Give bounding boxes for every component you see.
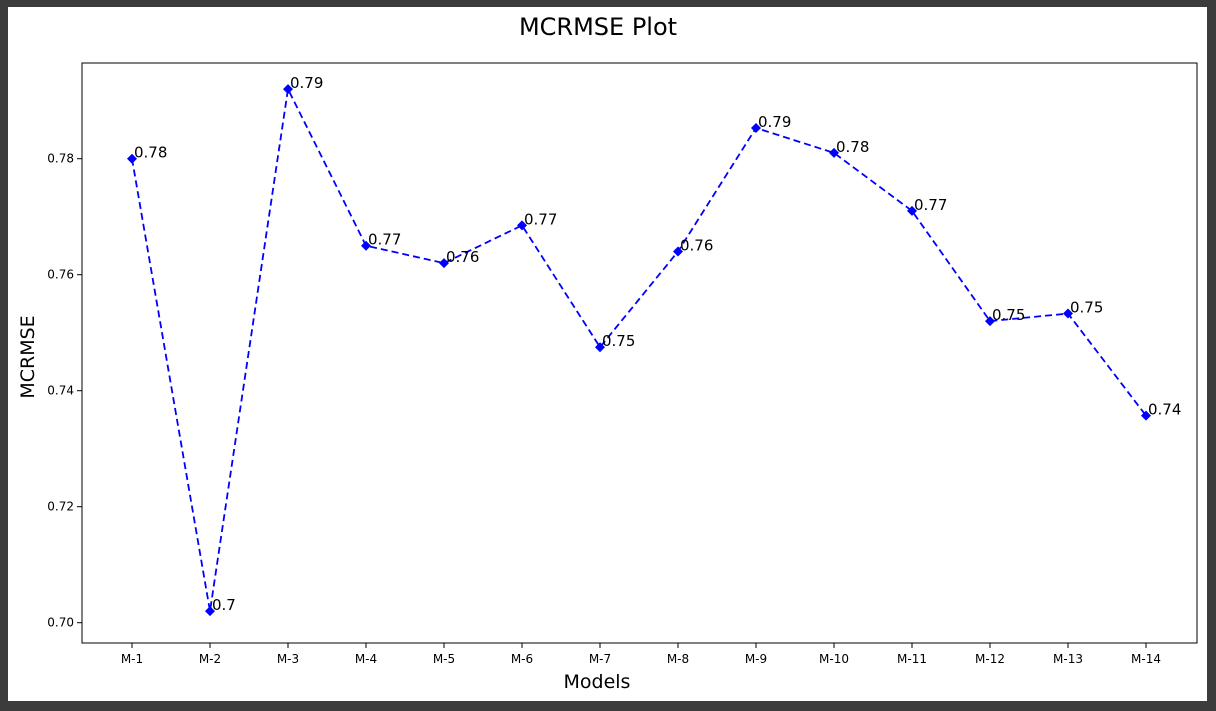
x-axis-label: Models — [564, 671, 631, 693]
x-tick-label: M-14 — [1131, 652, 1161, 666]
x-tick-label: M-7 — [589, 652, 611, 666]
data-label: 0.75 — [602, 332, 635, 350]
data-label: 0.78 — [134, 144, 167, 162]
data-label: 0.77 — [914, 196, 947, 214]
x-tick-label: M-1 — [121, 652, 143, 666]
x-tick-label: M-12 — [975, 652, 1005, 666]
y-tick-label: 0.74 — [47, 384, 74, 398]
data-point-marker — [595, 342, 605, 353]
chart-title: MCRMSE Plot — [519, 13, 677, 41]
data-label: 0.79 — [758, 113, 791, 131]
data-label: 0.76 — [680, 237, 713, 255]
data-point-marker — [1063, 308, 1073, 319]
data-point-marker — [283, 84, 293, 95]
data-label: 0.77 — [524, 210, 557, 228]
data-label: 0.74 — [1148, 401, 1181, 419]
data-label: 0.78 — [836, 138, 869, 156]
data-point-marker — [517, 220, 527, 231]
x-tick-label: M-6 — [511, 652, 533, 666]
x-tick-label: M-9 — [745, 652, 767, 666]
x-axis: M-1 M-2 M-3 M-4 M-5 M-6 M-7 M-8 M-9 M-10 M-11 M-12 M… — [121, 643, 1161, 666]
data-label: 0.76 — [446, 248, 479, 266]
data-point-marker — [439, 258, 449, 269]
x-tick-label: M-4 — [355, 652, 377, 666]
data-label: 0.75 — [1070, 299, 1103, 317]
y-axis-label: MCRMSE — [17, 315, 39, 398]
data-label: 0.77 — [368, 231, 401, 249]
data-label: 0.79 — [290, 74, 323, 92]
y-tick-label: 0.72 — [47, 500, 74, 514]
mcrmse-chart: MCRMSE Plot 0.700.720.740.760.78 M-1 M-2 M… — [17, 13, 1198, 693]
y-tick-label: 0.76 — [47, 268, 74, 282]
chart-frame: MCRMSE Plot 0.70 0.72 0.74 0.76 0.78 M-1 M-2 M… — [8, 7, 1207, 701]
series-mcrmse: 0.78 0.7 0.79 0.77 0.76 0.77 0.75 0.76 0.79 0.78 0… — [127, 74, 1181, 617]
x-tick-label: M-3 — [277, 652, 299, 666]
series-line — [131, 86, 1147, 612]
data-point-marker — [205, 606, 215, 617]
x-tick-label: M-8 — [667, 652, 689, 666]
x-tick-label: M-11 — [897, 652, 927, 666]
data-point-marker — [127, 153, 137, 164]
data-label: 0.75 — [992, 306, 1025, 324]
plot-area-frame — [81, 62, 1198, 644]
data-point-marker — [907, 205, 917, 216]
data-point-marker — [361, 240, 371, 251]
y-axis: 0.70 0.72 0.74 0.76 0.78 — [47, 152, 82, 630]
x-tick-label: M-13 — [1053, 652, 1083, 666]
data-point-marker — [829, 147, 839, 158]
x-tick-label: M-5 — [433, 652, 455, 666]
y-tick-label: 0.78 — [47, 152, 74, 166]
y-tick-label: 0.70 — [47, 616, 74, 630]
data-point-marker — [673, 246, 683, 257]
x-tick-label: M-10 — [819, 652, 849, 666]
data-point-marker — [751, 122, 761, 133]
data-point-marker — [1141, 410, 1151, 421]
data-point-marker — [985, 316, 995, 327]
data-label: 0.7 — [212, 596, 236, 614]
x-tick-label: M-2 — [199, 652, 221, 666]
